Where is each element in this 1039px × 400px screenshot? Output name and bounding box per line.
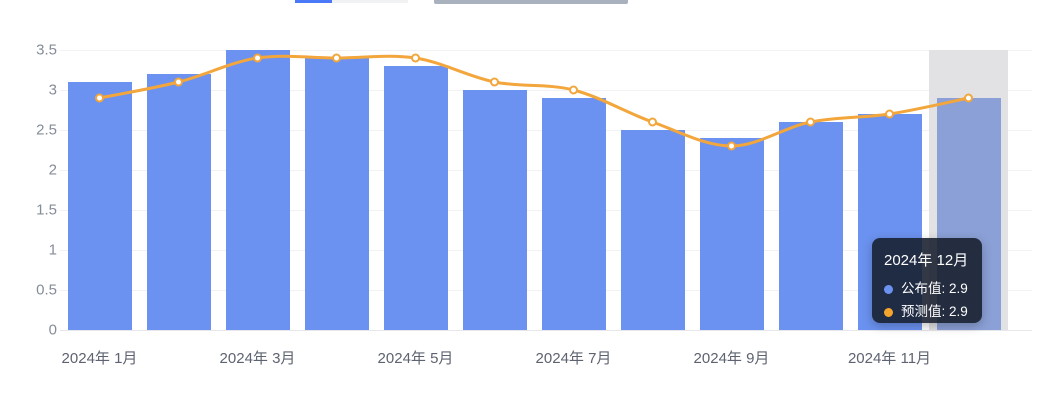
active-tab-indicator[interactable] xyxy=(295,0,332,3)
tooltip: 2024年 12月 公布值: 2.9 预测值: 2.9 xyxy=(872,238,982,323)
announced-value-dot-icon xyxy=(884,284,893,294)
y-tick-label: 3.5 xyxy=(36,41,57,59)
bar-2024年 2月[interactable] xyxy=(146,74,211,330)
tooltip-forecast-row: 预测值: 2.9 xyxy=(884,302,970,322)
forecast-value-dot-icon xyxy=(884,307,893,317)
bar-2024年 8月[interactable] xyxy=(620,130,685,330)
bar-2024年 4月[interactable] xyxy=(304,58,369,330)
x-tick-label: 2024年 3月 xyxy=(219,350,296,367)
x-tick-label: 2024年 7月 xyxy=(535,350,612,367)
line-marker-2024年 5月 xyxy=(411,53,420,63)
bar-2024年 5月[interactable] xyxy=(383,66,448,330)
line-marker-2024年 8月 xyxy=(648,117,657,127)
y-tick-label: 1.5 xyxy=(36,201,57,219)
bar-2024年 10月[interactable] xyxy=(778,122,843,330)
scrollbar-thumb[interactable] xyxy=(434,0,628,4)
y-tick-label: 0 xyxy=(48,321,57,339)
y-tick-label: 1 xyxy=(48,241,57,259)
x-tick-label: 2024年 5月 xyxy=(377,350,454,367)
line-marker-2024年 6月 xyxy=(490,77,499,87)
y-tick-label: 2.5 xyxy=(36,121,57,139)
y-tick-label: 2 xyxy=(48,161,57,179)
tooltip-announced-row: 公布值: 2.9 xyxy=(884,279,970,299)
bar-2024年 1月[interactable] xyxy=(67,82,132,330)
bar-2024年 6月[interactable] xyxy=(462,90,527,330)
y-tick-label: 3 xyxy=(48,81,57,99)
tooltip-announced-text: 公布值: 2.9 xyxy=(901,281,968,296)
inactive-tab-indicator[interactable] xyxy=(332,0,408,3)
x-tick-label: 2024年 11月 xyxy=(847,350,932,367)
tooltip-forecast-text: 预测值: 2.9 xyxy=(901,304,968,319)
y-tick-label: 0.5 xyxy=(36,281,57,299)
tooltip-title: 2024年 12月 xyxy=(884,252,969,269)
x-tick-label: 2024年 9月 xyxy=(693,350,770,367)
gridline xyxy=(60,330,1032,331)
x-tick-label: 2024年 1月 xyxy=(61,350,138,367)
bar-2024年 3月[interactable] xyxy=(225,50,290,330)
bar-2024年 9月[interactable] xyxy=(699,138,764,330)
gridline xyxy=(60,50,1032,51)
bar-2024年 7月[interactable] xyxy=(541,98,606,330)
